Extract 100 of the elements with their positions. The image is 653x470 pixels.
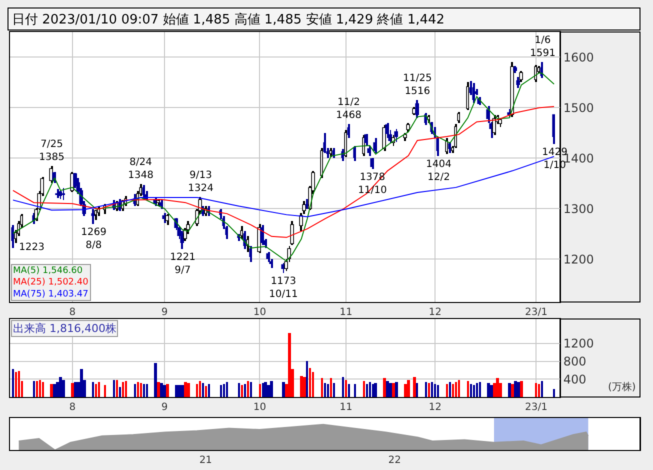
bar: [446, 384, 448, 397]
bar: [157, 382, 160, 397]
bar: [392, 383, 395, 397]
bar: [104, 385, 106, 397]
bar: [470, 384, 472, 397]
bar: [146, 384, 148, 397]
bar: [134, 384, 136, 397]
bar: [434, 384, 436, 397]
x-tick-label: 10: [253, 402, 266, 413]
bar: [202, 383, 204, 397]
bar: [306, 361, 308, 397]
bar: [366, 384, 368, 397]
bar: [223, 384, 225, 397]
bar: [71, 383, 74, 397]
bar: [425, 382, 427, 397]
bar: [452, 384, 454, 397]
bar: [175, 385, 178, 397]
bar: [270, 381, 273, 397]
bar: [327, 384, 329, 397]
annotation: 1/6 1591: [530, 35, 556, 59]
bar: [517, 382, 520, 397]
y-tick-label: 1600: [563, 50, 594, 64]
bar: [428, 383, 430, 397]
bar: [244, 384, 246, 397]
bar: [413, 377, 416, 397]
bar: [163, 385, 166, 397]
x-tick-label: 8: [69, 307, 76, 318]
bar: [431, 382, 433, 397]
y-tick-label: 1500: [563, 100, 594, 115]
bar: [98, 382, 100, 397]
bar: [330, 378, 332, 397]
bar: [184, 382, 187, 397]
bar: [487, 383, 490, 397]
bar: [345, 380, 347, 397]
x-tick-label: 23/1: [524, 307, 548, 318]
bar: [196, 384, 198, 397]
bar: [407, 380, 410, 397]
bar: [324, 383, 326, 397]
bar: [247, 381, 249, 397]
x-tick-label: 12: [428, 307, 442, 318]
y-tick-label: 800: [563, 354, 586, 369]
x-tick-label: 10: [253, 307, 266, 318]
bar: [154, 363, 157, 397]
bar: [514, 381, 517, 397]
annotation: 出来高 1,816,400株: [13, 322, 116, 335]
bar: [39, 380, 41, 397]
bar: [220, 385, 222, 397]
bar: [143, 384, 145, 397]
text: MA(5) 1,546.60: [13, 266, 83, 276]
bar: [125, 381, 127, 397]
bar: [309, 368, 311, 397]
y-tick-label: 1200: [563, 336, 594, 351]
bar: [511, 384, 514, 397]
x-tick-label: 9: [161, 307, 168, 318]
annotation: 1223: [19, 242, 44, 253]
bar: [449, 382, 451, 397]
bar: [303, 377, 306, 397]
bar: [333, 383, 335, 397]
bar: [508, 383, 511, 397]
bar: [205, 386, 207, 397]
bar: [241, 385, 243, 397]
x-tick-label: 22: [388, 455, 401, 466]
bar: [62, 380, 65, 397]
bar: [553, 389, 555, 397]
bar: [137, 382, 139, 397]
bar: [140, 383, 142, 397]
bar: [53, 384, 56, 397]
x-tick-label: 8: [69, 402, 76, 413]
bar: [490, 385, 493, 397]
bar: [250, 382, 252, 397]
annotation: 11/2 1468: [336, 97, 362, 121]
bar: [122, 382, 124, 397]
bar: [348, 384, 350, 397]
bar: [383, 378, 386, 397]
annotation: 7/25 1385: [39, 139, 64, 163]
annotation: 8/24 1348: [128, 157, 154, 181]
bar: [395, 382, 398, 397]
bar: [15, 372, 17, 397]
x-tick-label: 11: [340, 307, 352, 318]
y-axis-title: (万株): [608, 381, 636, 393]
x-tick-label: 21: [199, 455, 212, 466]
bar: [12, 369, 14, 397]
bar: [166, 384, 169, 397]
bar: [437, 385, 439, 397]
text: MA(25) 1,502.40: [13, 278, 89, 288]
annotation: 11/25 1516: [403, 73, 432, 97]
bar: [312, 372, 314, 397]
bar: [187, 383, 190, 397]
bar: [520, 381, 523, 397]
bar: [119, 387, 121, 397]
bar: [479, 382, 481, 397]
bar: [416, 383, 418, 397]
bar: [473, 385, 475, 397]
bar: [50, 384, 53, 397]
x-tick-label: 23/1: [524, 402, 548, 413]
bar: [342, 377, 344, 397]
bar: [404, 384, 407, 397]
bar: [541, 381, 543, 397]
bar: [369, 382, 371, 397]
bar: [363, 381, 365, 397]
